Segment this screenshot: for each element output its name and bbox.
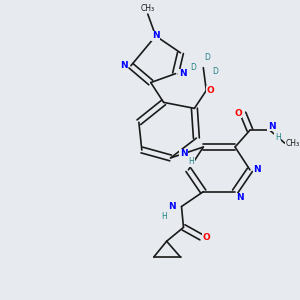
Text: N: N [152, 32, 160, 40]
Text: N: N [180, 149, 187, 158]
Text: H: H [161, 212, 167, 221]
Text: N: N [268, 122, 276, 131]
Text: N: N [120, 61, 128, 70]
Text: CH₃: CH₃ [141, 4, 155, 13]
Text: N: N [179, 69, 186, 78]
Text: H: H [275, 133, 280, 142]
Text: D: D [190, 63, 196, 72]
Text: D: D [204, 53, 210, 62]
Text: D: D [212, 67, 218, 76]
Text: N: N [168, 202, 176, 211]
Text: O: O [234, 109, 242, 118]
Text: O: O [206, 86, 214, 95]
Text: H: H [188, 158, 194, 166]
Text: N: N [236, 193, 244, 202]
Text: N: N [253, 165, 261, 174]
Text: CH₃: CH₃ [286, 139, 300, 148]
Text: O: O [202, 233, 210, 242]
